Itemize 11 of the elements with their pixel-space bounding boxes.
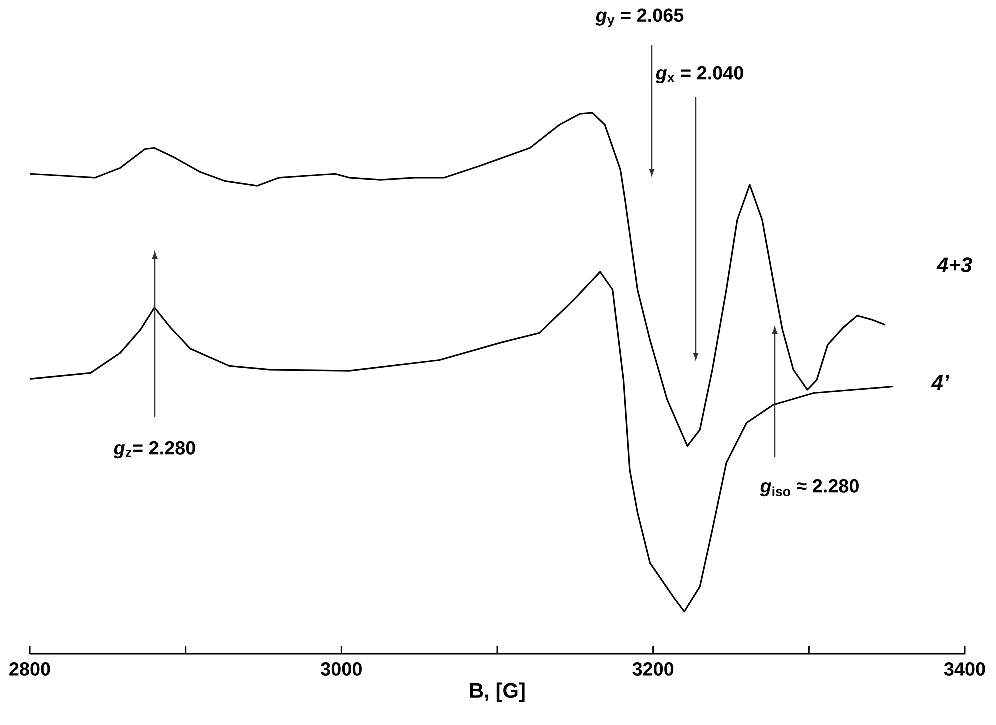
x-tick-label: 2800: [10, 662, 50, 676]
x-tick-label: 3200: [632, 662, 674, 676]
text: g$_{x}$ = 2.040: [656, 66, 744, 84]
x-axis-title: B, [G]: [470, 682, 525, 702]
annotation: g$_{z}$= 2.280: [114, 441, 196, 459]
series-label: 4’: [931, 376, 950, 390]
annotation: g$_{iso}$ ≈ 2.280: [760, 479, 859, 497]
text: 4+3: [936, 258, 972, 272]
x-tick-label: 3400: [944, 662, 986, 676]
x-tick-label: 3000: [321, 662, 362, 676]
text: g$_{y}$ = 2.065: [596, 8, 684, 28]
